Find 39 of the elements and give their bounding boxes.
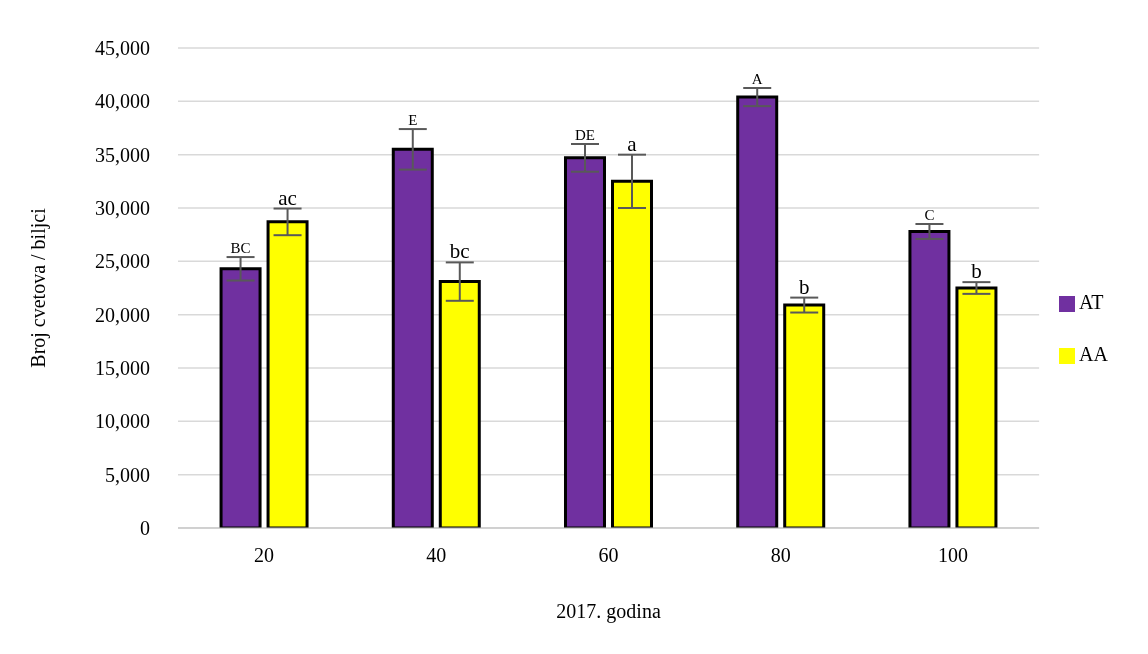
bar	[908, 229, 951, 528]
data-label: A	[751, 71, 763, 87]
legend-label: AA	[1079, 343, 1108, 365]
bar	[438, 280, 481, 528]
bar	[219, 267, 262, 528]
y-tick-label: 40,000	[95, 90, 150, 113]
bar	[266, 220, 309, 528]
data-label: DE	[575, 127, 595, 143]
data-label: BC	[230, 240, 251, 257]
y-tick-label: 30,000	[95, 197, 150, 220]
x-tick-label: 40	[426, 544, 447, 567]
y-tick-label: 5,000	[105, 463, 150, 486]
data-label: b	[798, 274, 810, 299]
bar	[783, 303, 826, 528]
data-label: b	[971, 259, 982, 284]
y-tick-label: 35,000	[95, 143, 150, 166]
data-label: a	[627, 131, 638, 156]
y-tick-label: 10,000	[95, 410, 150, 433]
x-tick-label: 80	[770, 544, 791, 567]
bar	[611, 179, 653, 528]
y-tick-label: 25,000	[95, 250, 150, 273]
data-label: C	[924, 207, 935, 223]
y-axis-title: Broj cvetova / biljci	[27, 207, 51, 368]
x-axis-title: 2017. godina	[556, 600, 661, 623]
bar	[955, 286, 998, 528]
x-tick-label: 100	[938, 544, 968, 567]
x-tick-label: 20	[254, 544, 275, 567]
x-tick-label: 60	[598, 544, 619, 567]
data-label: E	[408, 112, 418, 129]
data-label: ac	[278, 185, 297, 210]
y-tick-label: 20,000	[95, 303, 150, 326]
y-tick-label: 0	[140, 517, 150, 540]
legend-label: AT	[1079, 291, 1104, 313]
y-tick-label: 45,000	[95, 37, 150, 60]
bar	[564, 156, 606, 528]
bar	[391, 147, 434, 528]
y-tick-label: 15,000	[95, 357, 150, 380]
data-label: bc	[449, 239, 470, 264]
bar	[736, 95, 779, 528]
